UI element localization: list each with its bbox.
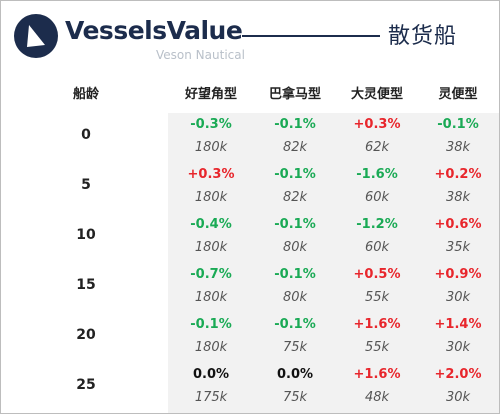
value-change: +0.9% — [434, 267, 482, 282]
vessel-value: 62k — [364, 140, 390, 155]
data-area-background — [168, 113, 499, 413]
cell-capesize: +0.3% 180k — [168, 165, 254, 213]
vessel-value: 48k — [364, 390, 390, 405]
vessel-value: 175k — [194, 390, 228, 405]
value-change: -1.6% — [356, 167, 398, 182]
vessel-value: 30k — [445, 290, 471, 305]
vessel-value: 75k — [282, 340, 308, 355]
vesselsvalue-logo-icon — [14, 14, 58, 58]
cell-supramax: +1.6% 55k — [336, 315, 418, 363]
cell-handysize: +0.6% 35k — [418, 215, 498, 263]
value-change: +0.5% — [353, 267, 401, 282]
cell-handysize: +1.4% 30k — [418, 315, 498, 363]
value-change: -0.3% — [190, 117, 232, 132]
vessel-value: 80k — [282, 240, 308, 255]
column-header-handysize: 灵便型 — [438, 87, 478, 102]
value-change: +1.4% — [434, 317, 482, 332]
value-change: +0.3% — [353, 117, 401, 132]
value-change: +0.3% — [187, 167, 235, 182]
cell-panamax: 0.0% 75k — [254, 365, 336, 413]
cell-handysize: -0.1% 38k — [418, 115, 498, 163]
page-title: 散货船 — [388, 24, 458, 49]
table-row: 0 -0.3% 180k -0.1% 82k +0.3% 62k -0.1% 38k — [1, 115, 499, 163]
brand-subtitle: Veson Nautical — [156, 48, 245, 62]
cell-capesize: 0.0% 175k — [168, 365, 254, 413]
cell-panamax: -0.1% 82k — [254, 115, 336, 163]
table-row: 25 0.0% 175k 0.0% 75k +1.6% 48k +2.0% 30k — [1, 365, 499, 413]
cell-supramax: -1.6% 60k — [336, 165, 418, 213]
column-header-supramax: 大灵便型 — [350, 87, 403, 102]
cell-capesize: -0.7% 180k — [168, 265, 254, 313]
cell-handysize: +0.9% 30k — [418, 265, 498, 313]
row-age: 20 — [76, 327, 96, 343]
row-age: 0 — [81, 127, 91, 143]
vessel-value: 180k — [194, 140, 228, 155]
cell-handysize: +0.2% 38k — [418, 165, 498, 213]
value-change: 0.0% — [276, 367, 314, 382]
row-age: 25 — [76, 377, 96, 393]
header-divider — [242, 35, 380, 37]
column-header-panamax: 巴拿马型 — [268, 87, 321, 102]
vessel-value: 55k — [364, 290, 390, 305]
value-change: +0.2% — [434, 167, 482, 182]
value-change: -1.2% — [356, 217, 398, 232]
cell-supramax: +1.6% 48k — [336, 365, 418, 413]
table-row: 5 +0.3% 180k -0.1% 82k -1.6% 60k +0.2% 38k — [1, 165, 499, 213]
cell-panamax: -0.1% 82k — [254, 165, 336, 213]
cell-handysize: +2.0% 30k — [418, 365, 498, 413]
vessel-value: 75k — [282, 390, 308, 405]
cell-capesize: -0.1% 180k — [168, 315, 254, 363]
value-change: +1.6% — [353, 367, 401, 382]
vessel-value-table: 船龄 好望角型 巴拿马型 大灵便型 灵便型 0 -0.3% 180k -0.1% 82k… — [1, 73, 499, 413]
value-change: -0.1% — [437, 117, 479, 132]
header: VesselsValue Veson Nautical 散货船 — [1, 1, 499, 73]
cell-panamax: -0.1% 80k — [254, 215, 336, 263]
vessel-value: 82k — [282, 140, 308, 155]
vessel-value: 80k — [282, 290, 308, 305]
value-change: -0.1% — [274, 217, 316, 232]
vessel-value: 38k — [445, 190, 471, 205]
vessel-value: 60k — [364, 240, 390, 255]
vessel-value: 180k — [194, 190, 228, 205]
value-change: +2.0% — [434, 367, 482, 382]
brand-name: VesselsValue — [65, 16, 243, 45]
cell-panamax: -0.1% 75k — [254, 315, 336, 363]
vessel-value: 30k — [445, 390, 471, 405]
cell-supramax: -1.2% 60k — [336, 215, 418, 263]
value-change: -0.1% — [274, 267, 316, 282]
value-change: -0.1% — [190, 317, 232, 332]
value-change: -0.4% — [190, 217, 232, 232]
vessel-value: 180k — [194, 240, 228, 255]
vessel-value: 82k — [282, 190, 308, 205]
table-row: 15 -0.7% 180k -0.1% 80k +0.5% 55k +0.9% 30k — [1, 265, 499, 313]
cell-panamax: -0.1% 80k — [254, 265, 336, 313]
value-change: +0.6% — [434, 217, 482, 232]
cell-supramax: +0.3% 62k — [336, 115, 418, 163]
vessel-value: 180k — [194, 340, 228, 355]
table-row: 20 -0.1% 180k -0.1% 75k +1.6% 55k +1.4% 30k — [1, 315, 499, 363]
cell-capesize: -0.3% 180k — [168, 115, 254, 163]
table-row: 10 -0.4% 180k -0.1% 80k -1.2% 60k +0.6% 35k — [1, 215, 499, 263]
vessel-value: 38k — [445, 140, 471, 155]
column-header-capesize: 好望角型 — [184, 87, 237, 102]
value-change: -0.7% — [190, 267, 232, 282]
vessel-value: 60k — [364, 190, 390, 205]
value-change: +1.6% — [353, 317, 401, 332]
cell-capesize: -0.4% 180k — [168, 215, 254, 263]
vessel-value: 180k — [194, 290, 228, 305]
vessel-value: 30k — [445, 340, 471, 355]
value-change: -0.1% — [274, 167, 316, 182]
value-change: -0.1% — [274, 317, 316, 332]
value-change: -0.1% — [274, 117, 316, 132]
vessel-value: 35k — [445, 240, 471, 255]
value-change: 0.0% — [192, 367, 230, 382]
row-age: 15 — [76, 277, 96, 293]
vessel-value: 55k — [364, 340, 390, 355]
column-header-age: 船龄 — [72, 87, 99, 102]
row-age: 5 — [81, 177, 91, 193]
cell-supramax: +0.5% 55k — [336, 265, 418, 313]
row-age: 10 — [76, 227, 96, 243]
